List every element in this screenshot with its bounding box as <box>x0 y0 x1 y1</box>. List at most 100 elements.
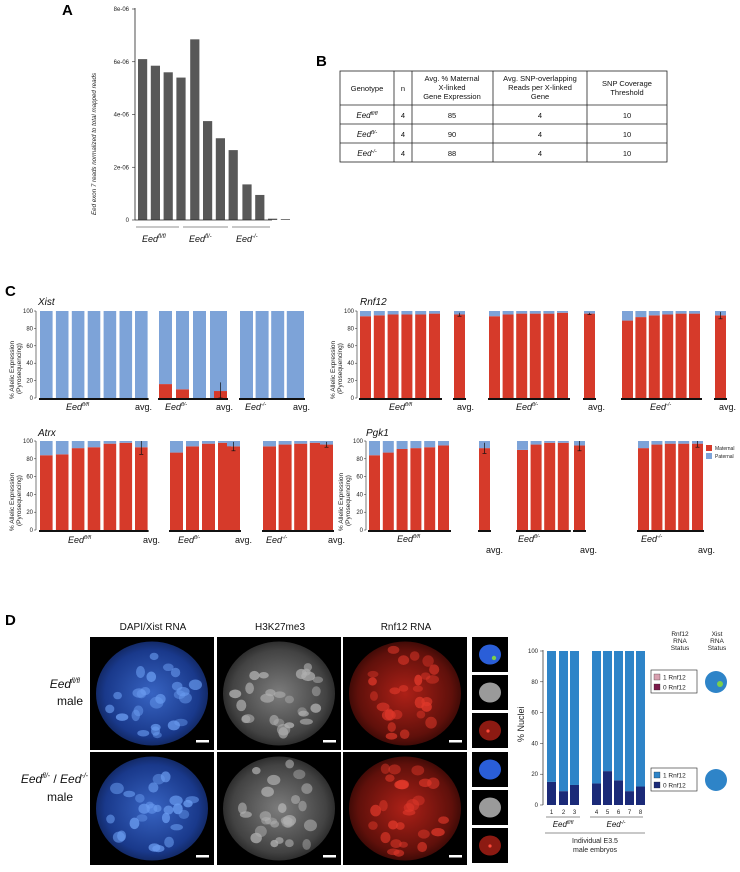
panel-c-bar-maternal-atrx-1-1 <box>40 455 53 530</box>
panel-c-bar-paternal-rnf12-2-2 <box>502 311 514 315</box>
panel-c-rnf12: Rnf12 0 20 40 60 80 100 % Allelic Expression (Py… <box>330 297 736 412</box>
panel-c-bar-paternal-pgk1-2-3 <box>544 441 556 443</box>
micrograph-nucleus-dapi-2-21 <box>164 836 174 848</box>
panel-c-bar-paternal-atrx-3-3 <box>294 441 308 444</box>
panel-c-bar-maternal-pgk1-3-4 <box>678 443 690 530</box>
micrograph-nucleus-rnf12-2-21 <box>427 777 440 789</box>
panel-c-bar-maternal-rnf12-1-2 <box>373 315 385 398</box>
panel-c-avg-bar-paternal-xist-1 <box>135 311 148 398</box>
micrograph-nucleus-h3k27me3-1-1 <box>298 710 309 717</box>
micrograph-nucleus-h3k27me3-1-6 <box>245 682 254 694</box>
micrograph-nucleus-dapi-2-2 <box>170 824 183 831</box>
micrograph-nucleus-rnf12-2-4 <box>395 822 405 830</box>
status-legend-top-box <box>650 669 698 694</box>
panel-c-bar-paternal-xist-3-2 <box>255 311 269 398</box>
micrograph-nucleus-dapi-2-18 <box>169 795 183 806</box>
panel-c-bar-maternal-pgk1-1-1 <box>369 455 380 530</box>
panel-letter-a: A <box>62 2 73 19</box>
panel-c-bar-maternal-atrx-3-3 <box>294 443 308 530</box>
panel-c-bar-maternal-pgk1-1-5 <box>424 447 436 530</box>
micrograph-nucleus-rnf12-2-20 <box>412 795 425 806</box>
table-header-n: n <box>401 84 405 93</box>
micrograph-nucleus-h3k27me3-1-17 <box>241 715 251 724</box>
panel-c-bar-maternal-xist-2-2 <box>176 389 189 398</box>
panel-d-xlabel-line1: Individual E3.5 <box>572 838 618 845</box>
panel-c-title-pgk1: Pgk1 <box>366 428 389 439</box>
panel-c-bar-maternal-rnf12-2-6 <box>557 312 568 398</box>
micrograph-nucleus-dapi-1-24 <box>136 689 147 699</box>
xist-negative-nucleus-icon <box>705 769 727 791</box>
panel-c-tick-label-xist-2: 40 <box>26 361 33 367</box>
panel-c-y-label-2-rnf12: (Pyrosequencing) <box>337 343 344 394</box>
panel-c-bar-paternal-pgk1-3-4 <box>678 441 690 444</box>
scale-bar-h3k27me3-2 <box>323 855 336 858</box>
panel-c-bar-paternal-atrx-3-2 <box>278 441 292 445</box>
panel-c-bar-paternal-rnf12-1-3 <box>387 311 399 315</box>
panel-a-bar-5 <box>190 39 200 220</box>
panel-d-bar-1rnf12-3 <box>570 651 579 785</box>
micrograph-nucleus-dapi-1-6 <box>135 666 146 678</box>
panel-c-tick-label-pgk1-4: 80 <box>356 457 363 463</box>
micrograph-nucleus-rnf12-1-2 <box>409 651 420 661</box>
panel-c-bar-maternal-pgk1-3-3 <box>664 443 676 530</box>
row-label-flminus-male: male <box>47 790 73 804</box>
micrograph-nucleus-rnf12-2-9 <box>368 821 378 830</box>
panel-a-bar-8 <box>228 150 238 220</box>
status-legend-bottom-swatch-0 <box>653 781 661 789</box>
micrograph-nucleus-rnf12-1-23 <box>376 702 390 712</box>
panel-c-bar-paternal-atrx-2-3 <box>202 441 215 444</box>
micrograph-nucleus-h3k27me3-1-2 <box>236 699 247 712</box>
panel-c-bar-maternal-rnf12-1-4 <box>401 314 413 398</box>
panel-c-avg-bar-maternal-pgk1-2 <box>574 445 585 530</box>
micrograph-nucleus-h3k27me3-2-18 <box>285 839 294 848</box>
panel-d-bar-label-6: 6 <box>617 810 621 816</box>
panel-c-bar-paternal-xist-1-4 <box>87 311 101 398</box>
panel-a-y-ticks: 0 2e-06 4e-06 6e-06 8e-06 <box>114 7 135 224</box>
panel-c-tick-label-rnf12-0: 0 <box>351 396 355 402</box>
panel-c-avg-bar-maternal-pgk1-3 <box>692 443 703 530</box>
panel-c-avg-bar-maternal-rnf12-1 <box>454 314 465 398</box>
panel-d-bar-1rnf12-8 <box>636 651 645 787</box>
panel-d-bar-1rnf12-5 <box>603 651 612 772</box>
micrograph-nucleus-h3k27me3-2-7 <box>237 802 247 814</box>
panel-c-tick-label-rnf12-5: 100 <box>344 309 355 315</box>
panel-d-bar-label-4: 4 <box>595 810 599 816</box>
panel-c-tick-label-xist-5: 100 <box>23 309 34 315</box>
panel-c-avg-label-atrx-2: avg. <box>235 535 252 545</box>
panel-c-bar-paternal-xist-2-3 <box>193 311 206 398</box>
table-header-reads: Avg. SNP-overlapping Reads per X-linked Ge… <box>503 74 577 101</box>
panel-c-avg-bar-paternal-xist-3 <box>291 311 304 398</box>
panel-c-bar-paternal-atrx-1-4 <box>87 441 101 448</box>
micrograph-nucleus-h3k27me3-2-0 <box>293 769 306 780</box>
micrograph-nucleus-h3k27me3-2-21 <box>270 839 279 848</box>
table-cell-reads-2: 4 <box>538 130 542 139</box>
panel-c-tick-label-atrx-2: 40 <box>26 492 33 498</box>
micrograph-nucleus-h3k27me3-2-14 <box>252 767 261 775</box>
panel-c-bar-paternal-rnf12-1-2 <box>373 311 385 316</box>
micrograph-nucleus-rnf12-1-0 <box>425 716 437 729</box>
panel-c-title-rnf12: Rnf12 <box>360 297 387 308</box>
micrograph-nucleus-dapi-1-22 <box>152 731 162 739</box>
panel-c-avg-label-xist-1: avg. <box>135 402 152 412</box>
panel-c-bar-paternal-xist-3-1 <box>240 311 253 398</box>
inset-nucleus-dapi-2 <box>479 759 501 780</box>
micrograph-nucleus-rnf12-2-18 <box>393 849 405 857</box>
micrograph-nucleus-h3k27me3-2-15 <box>283 814 297 826</box>
panel-d-bar-1rnf12-4 <box>592 651 601 784</box>
micrograph-nucleus-dapi-1-10 <box>149 652 159 661</box>
panel-c-bar-maternal-atrx-3-2 <box>278 444 292 530</box>
panel-c-bar-maternal-atrx-2-2 <box>186 446 199 530</box>
panel-c-bar-maternal-rnf12-2-4 <box>529 313 541 398</box>
table-cell-genotype-1: Eedfl/fl <box>356 111 378 120</box>
micrograph-nucleus-dapi-1-25 <box>133 705 144 717</box>
row-label-flfl-male: male <box>57 694 83 708</box>
panel-c-tick-label-atrx-0: 0 <box>30 528 34 534</box>
micrograph-nucleus-rnf12-1-8 <box>420 672 431 680</box>
micrograph-nucleus-rnf12-1-16 <box>422 655 434 667</box>
micrograph-nucleus-rnf12-1-24 <box>429 664 440 675</box>
panel-c-bar-paternal-pgk1-1-4 <box>410 441 422 449</box>
panel-a-bar-12 <box>280 219 290 220</box>
panel-c-bar-maternal-pgk1-2-4 <box>557 442 569 530</box>
table-cell-maternal-2: 90 <box>448 130 456 139</box>
